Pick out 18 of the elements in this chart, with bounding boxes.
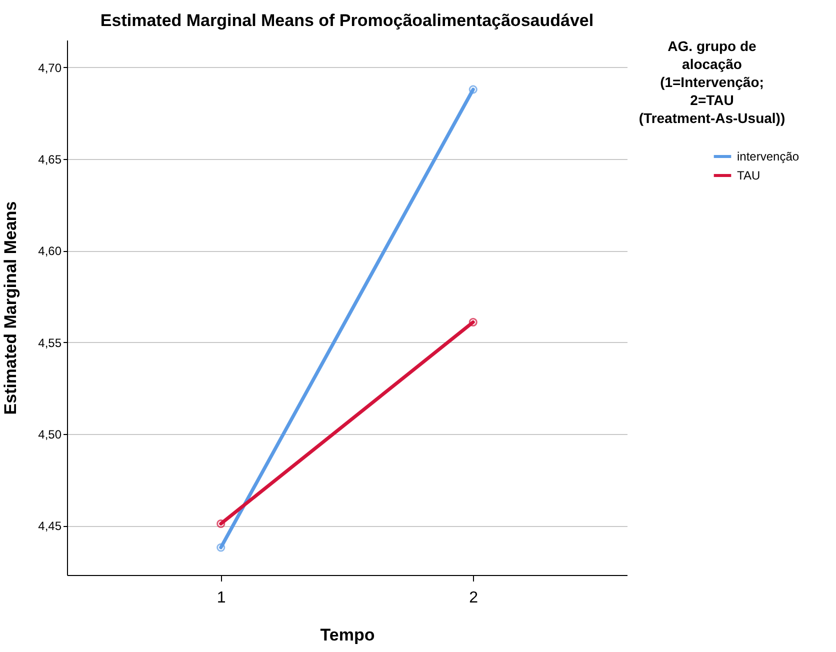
point [216, 519, 226, 528]
x-axis-title: Tempo [320, 626, 375, 644]
y-axis-title: Estimated Marginal Means [1, 201, 20, 415]
y-tick-label: 4,50 [38, 427, 62, 442]
legend-title: AG. grupo de alocação (1=Intervenção; 2=TAU (Treatment-As-Usual)) [638, 38, 786, 126]
x-tick-label: 1 [216, 590, 226, 606]
legend-label: TAU [737, 168, 760, 182]
chart-title: Estimated Marginal Means of Promoçãoalimentaçãosaudável [100, 11, 594, 30]
y-tick-label: 4,65 [38, 152, 62, 167]
legend-label: intervenção [737, 150, 800, 164]
y-tick-label: 4,55 [38, 336, 62, 350]
point [468, 85, 478, 94]
y-tick-label: 4,70 [38, 60, 62, 75]
point [468, 318, 478, 326]
x-tick-label: 2 [469, 590, 478, 606]
point [216, 543, 226, 552]
y-tick-label: 4,60 [38, 244, 62, 258]
y-tick-label: 4,45 [38, 519, 62, 534]
